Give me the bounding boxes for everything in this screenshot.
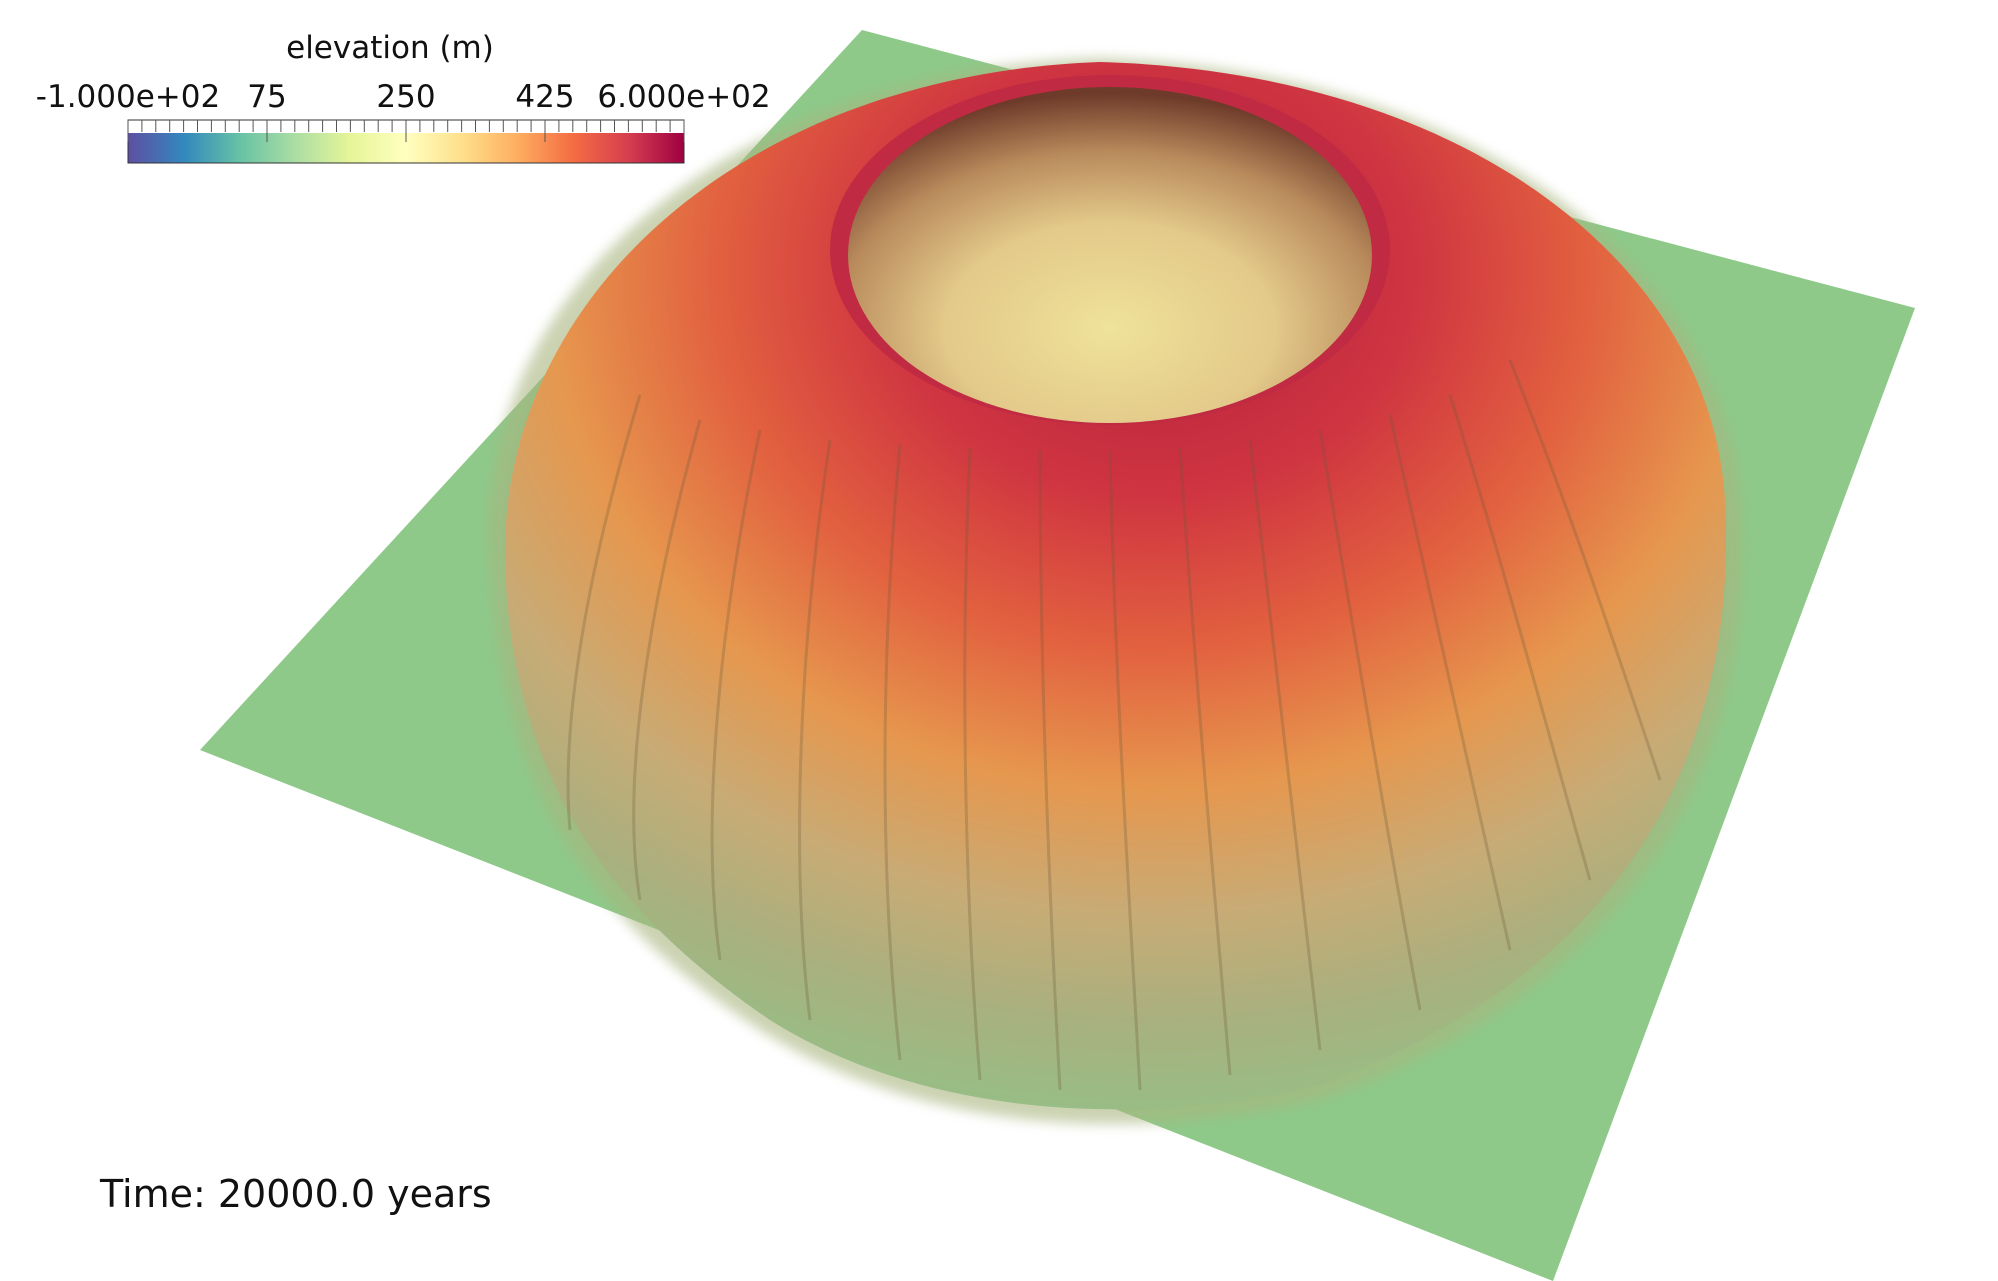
crater-floor xyxy=(848,87,1372,423)
colorbar-title: elevation (m) xyxy=(286,30,494,66)
colorbar-tick-marks xyxy=(127,120,685,142)
volcano-cone xyxy=(504,62,1727,1110)
colorbar-tick-label: 250 xyxy=(376,79,436,115)
time-annotation: Time: 20000.0 years xyxy=(100,1172,492,1216)
erosion-gullies xyxy=(566,359,1662,1091)
colorbar-tick-label: 75 xyxy=(247,79,287,115)
colorbar xyxy=(127,119,685,164)
colorbar-tick-label: 425 xyxy=(515,79,575,115)
colorbar-min-label: -1.000e+02 xyxy=(35,79,221,115)
colorbar-max-label: 6.000e+02 xyxy=(597,79,771,115)
